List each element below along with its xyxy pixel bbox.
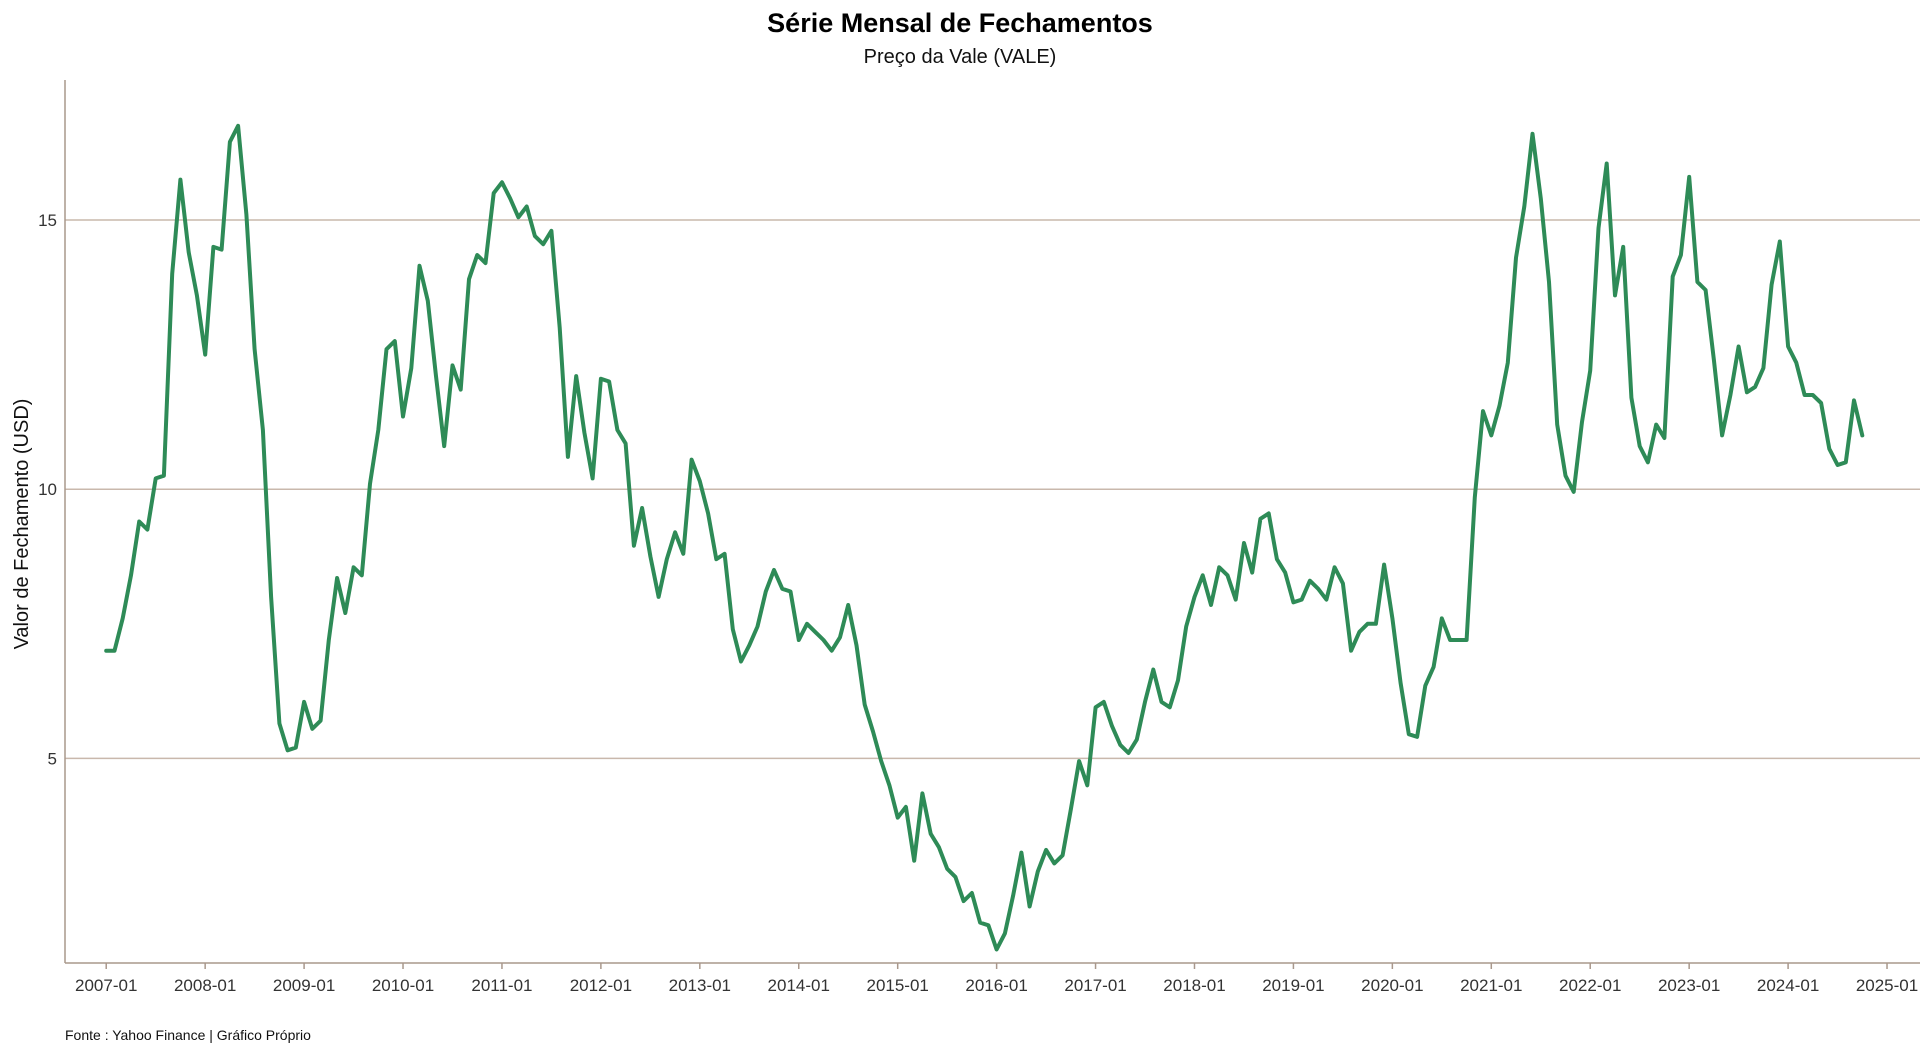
x-tick-label: 2011-01 (471, 976, 532, 995)
x-tick-label: 2025-01 (1856, 976, 1918, 995)
y-tick-label: 5 (48, 749, 57, 768)
series-line (104, 123, 1865, 952)
y-tick-label: 15 (38, 211, 57, 230)
x-tick-label: 2013-01 (669, 976, 731, 995)
x-tick-label: 2008-01 (174, 976, 236, 995)
chart-subtitle: Preço da Vale (VALE) (863, 46, 1057, 68)
y-tick-labels: 5 10 15 (38, 211, 57, 768)
x-tick-label: 2015-01 (866, 976, 928, 995)
x-tick-label: 2018-01 (1163, 976, 1225, 995)
y-tick-label: 10 (38, 480, 57, 499)
x-tick-label: 2019-01 (1262, 976, 1324, 995)
x-tick-label: 2010-01 (372, 976, 434, 995)
source-caption: Fonte : Yahoo Finance | Gráfico Próprio (65, 1027, 311, 1043)
x-tick-label: 2009-01 (273, 976, 335, 995)
x-tick-label: 2024-01 (1757, 976, 1819, 995)
y-axis-label: Valor de Fechamento (USD) (11, 399, 33, 650)
x-tick-label: 2017-01 (1064, 976, 1126, 995)
x-tick-label: 2023-01 (1658, 976, 1720, 995)
x-tick-labels: 2007-01 2008-01 2009-01 2010-01 2011-01 2012-… (75, 963, 1918, 995)
x-tick-label: 2007-01 (75, 976, 137, 995)
x-tick-label: 2020-01 (1361, 976, 1423, 995)
x-tick-label: 2021-01 (1460, 976, 1522, 995)
x-tick-label: 2012-01 (570, 976, 632, 995)
x-tick-label: 2022-01 (1559, 976, 1621, 995)
x-tick-label: 2014-01 (768, 976, 830, 995)
x-tick-label: 2016-01 (965, 976, 1027, 995)
chart-title: Série Mensal de Fechamentos (767, 8, 1153, 38)
gridlines (65, 219, 1920, 760)
